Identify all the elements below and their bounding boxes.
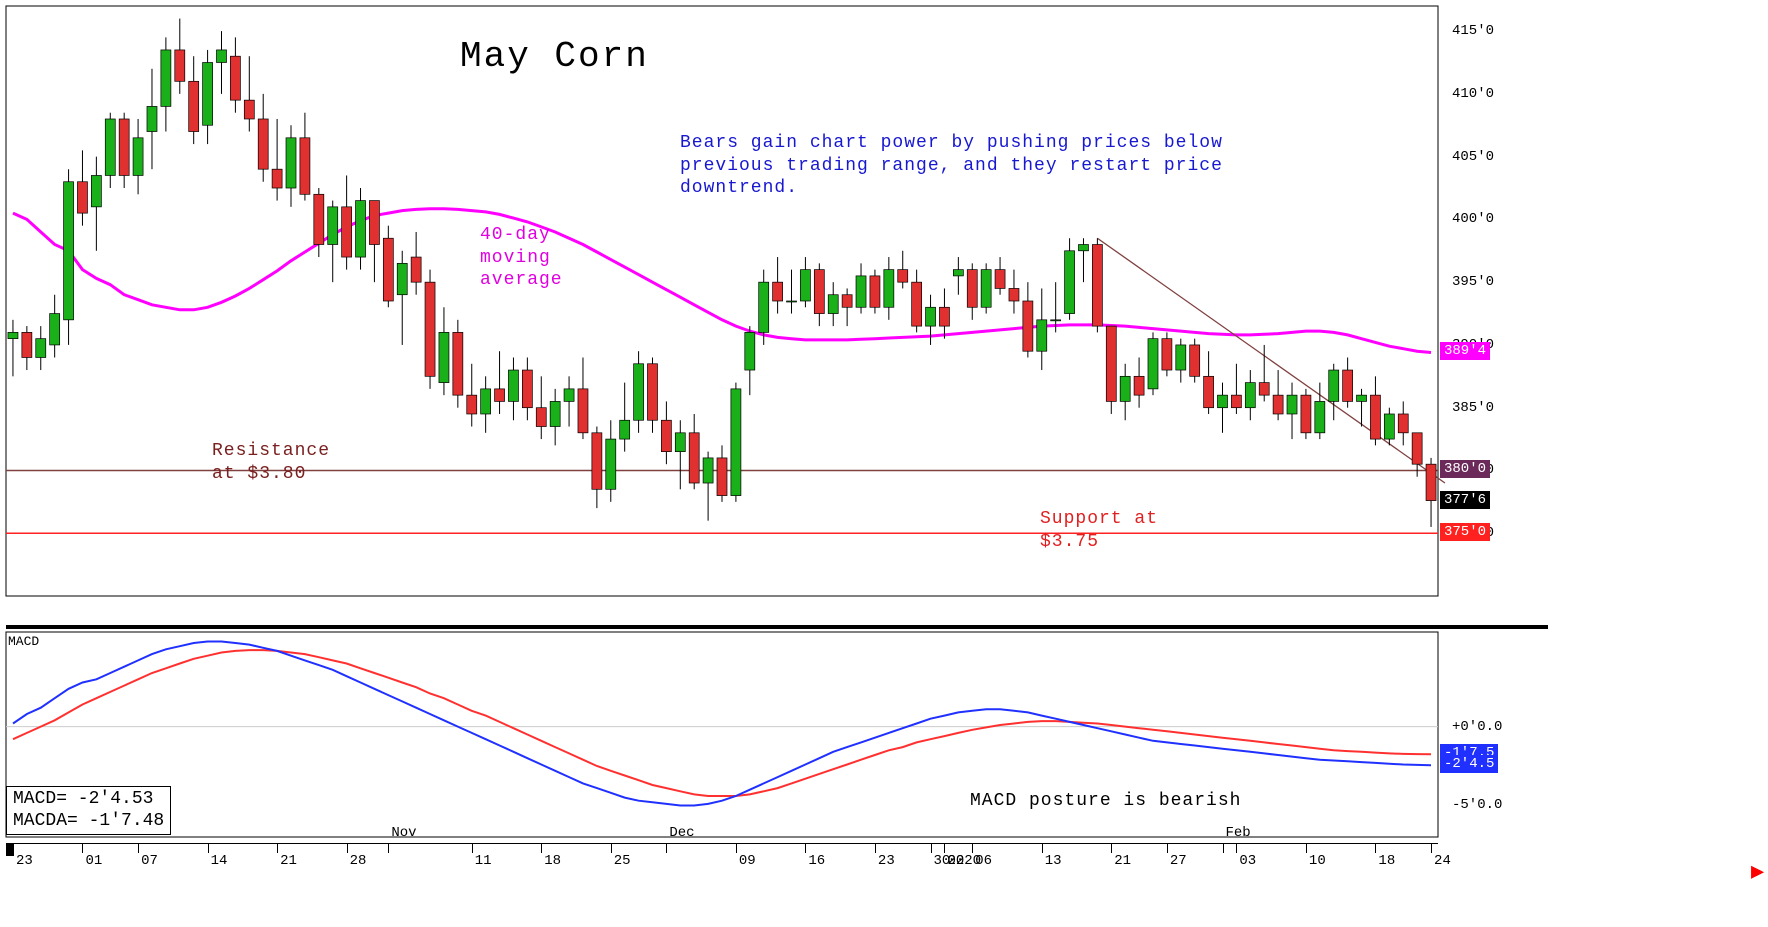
x-tick [972,843,973,853]
macd-value-box: MACD= -2'4.53 MACDA= -1'7.48 [6,786,171,835]
x-tick [82,843,83,853]
annotation-ma-label: 40-daymovingaverage [480,224,563,292]
x-tick [541,843,542,853]
x-tick [1306,843,1307,853]
annotation-macd-posture: MACD posture is bearish [970,790,1241,813]
macd-ytick: +0'0.0 [1452,719,1502,735]
x-label: 21 [1114,853,1131,869]
x-tick [1431,843,1432,853]
x-tick [875,843,876,853]
macd-value-line1: MACD= -2'4.53 [13,789,164,811]
x-label: 06 [975,853,992,869]
x-tick [611,843,612,853]
price-badge: 375'0 [1440,523,1490,541]
annotation-support: Support at$3.75 [1040,508,1158,553]
x-tick [1167,843,1168,853]
x-label: 25 [614,853,631,869]
price-ytick: 410'0 [1452,86,1494,102]
x-label: 09 [739,853,756,869]
price-ytick: 405'0 [1452,149,1494,165]
x-tick [1236,843,1237,853]
x-label: 14 [211,853,228,869]
x-tick [736,843,737,853]
x-label: 01 [85,853,102,869]
x-label: 18 [544,853,561,869]
x-cursor-marker [6,844,14,856]
price-badge: 380'0 [1440,460,1490,478]
macd-panel-label: MACD [8,634,39,649]
x-label: 07 [141,853,158,869]
price-ytick: 395'0 [1452,274,1494,290]
x-label: 03 [1239,853,1256,869]
x-label: 23 [16,853,33,869]
x-axis-line [6,843,1438,844]
x-label: Feb [1226,825,1251,841]
x-label: 21 [280,853,297,869]
price-ytick: 385'0 [1452,400,1494,416]
price-badge: 377'6 [1440,491,1490,509]
macd-badge: -2'4.5 [1440,755,1498,773]
x-tick [1111,843,1112,853]
x-tick [1223,843,1224,853]
x-label: 27 [1170,853,1187,869]
price-ytick: 400'0 [1452,211,1494,227]
macd-ytick: -5'0.0 [1452,797,1502,813]
annotation-bears: Bears gain chart power by pushing prices… [680,132,1223,200]
x-tick [208,843,209,853]
macd-value-line2: MACDA= -1'7.48 [13,811,164,833]
x-tick [347,843,348,853]
x-tick [805,843,806,853]
x-label: 10 [1309,853,1326,869]
chart-title: May Corn [460,36,649,77]
x-tick [472,843,473,853]
x-label: Dec [669,825,694,841]
x-tick [944,843,945,853]
x-label: 18 [1378,853,1395,869]
x-label: 23 [878,853,895,869]
x-tick [138,843,139,853]
x-tick [666,843,667,853]
x-label: 13 [1045,853,1062,869]
price-ytick: 415'0 [1452,23,1494,39]
x-tick [1042,843,1043,853]
x-label: Nov [391,825,416,841]
x-label: 11 [475,853,492,869]
x-tick [1375,843,1376,853]
x-label: 24 [1434,853,1451,869]
scroll-right-arrow[interactable]: ◀ [1751,859,1764,885]
x-label: 16 [808,853,825,869]
price-badge: 389'4 [1440,342,1490,360]
x-label: 28 [350,853,367,869]
x-tick [277,843,278,853]
panel-separator [6,625,1548,629]
x-tick [388,843,389,853]
annotation-resistance: Resistanceat $3.80 [212,440,330,485]
x-tick [931,843,932,853]
